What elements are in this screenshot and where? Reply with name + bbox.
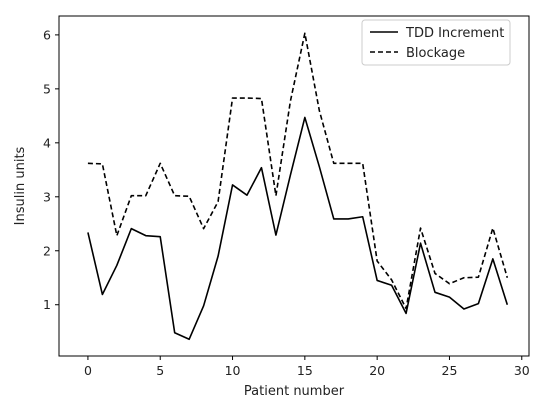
x-tick-label: 0	[84, 363, 92, 378]
y-tick-label: 6	[43, 27, 51, 42]
y-tick-label: 1	[43, 297, 51, 312]
legend-label-tdd-increment: TDD Increment	[405, 26, 504, 41]
x-tick-label: 10	[225, 363, 241, 378]
series-line-tdd-increment	[87, 116, 509, 341]
y-tick-label: 3	[43, 189, 51, 204]
y-tick-label: 4	[43, 135, 51, 150]
x-tick-label: 5	[156, 363, 164, 378]
y-axis-label: Insulin units	[13, 146, 28, 225]
x-tick-label: 25	[442, 363, 458, 378]
x-tick-label: 20	[369, 363, 385, 378]
x-tick-label: 30	[514, 363, 530, 378]
legend: TDD Increment Blockage	[361, 19, 511, 66]
y-tick-label: 5	[43, 81, 51, 96]
x-axis-label: Patient number	[244, 384, 345, 399]
series-line-blockage	[87, 32, 509, 310]
x-tick-label: 15	[297, 363, 313, 378]
y-axis-ticks: 1 2 3 4 5 6	[43, 27, 59, 312]
y-tick-label: 2	[43, 243, 51, 258]
x-axis-ticks: 0 5 10 15 20 25 30	[84, 356, 530, 378]
legend-label-blockage: Blockage	[406, 46, 465, 61]
series-lines	[87, 32, 509, 341]
legend-box	[361, 19, 511, 66]
plot-frame	[58, 15, 530, 357]
